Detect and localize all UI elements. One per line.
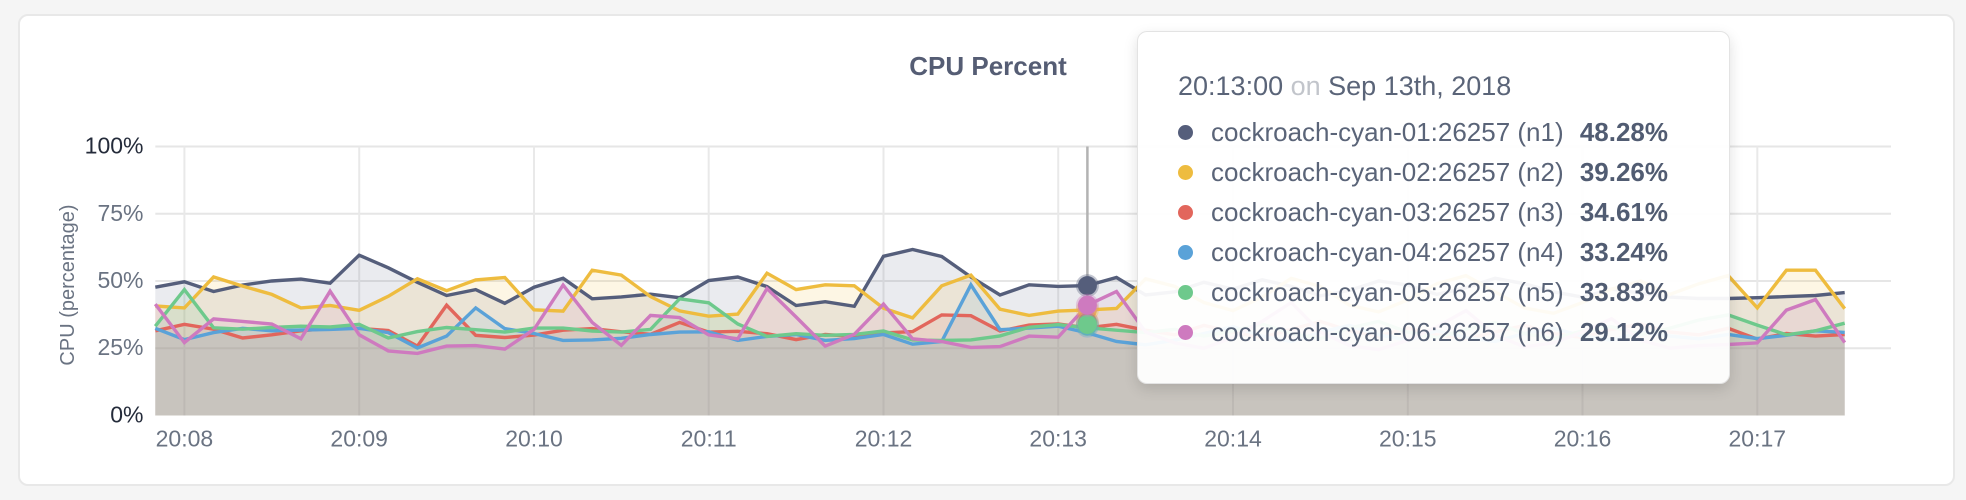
svg-text:20:11: 20:11 [681,426,737,452]
svg-text:50%: 50% [97,267,143,293]
svg-text:100%: 100% [85,133,144,159]
svg-text:20:17: 20:17 [1729,426,1787,452]
svg-text:75%: 75% [97,200,143,226]
svg-text:CPU (percentage): CPU (percentage) [57,204,79,365]
svg-text:20:14: 20:14 [1204,426,1262,452]
svg-text:20:12: 20:12 [855,426,913,452]
svg-text:20:10: 20:10 [505,426,563,452]
svg-text:20:13: 20:13 [1029,426,1087,452]
svg-text:25%: 25% [97,334,143,360]
svg-text:20:15: 20:15 [1379,426,1437,452]
svg-text:0%: 0% [110,402,143,428]
svg-text:20:08: 20:08 [156,426,214,452]
svg-text:20:16: 20:16 [1554,426,1612,452]
svg-text:20:09: 20:09 [330,426,388,452]
